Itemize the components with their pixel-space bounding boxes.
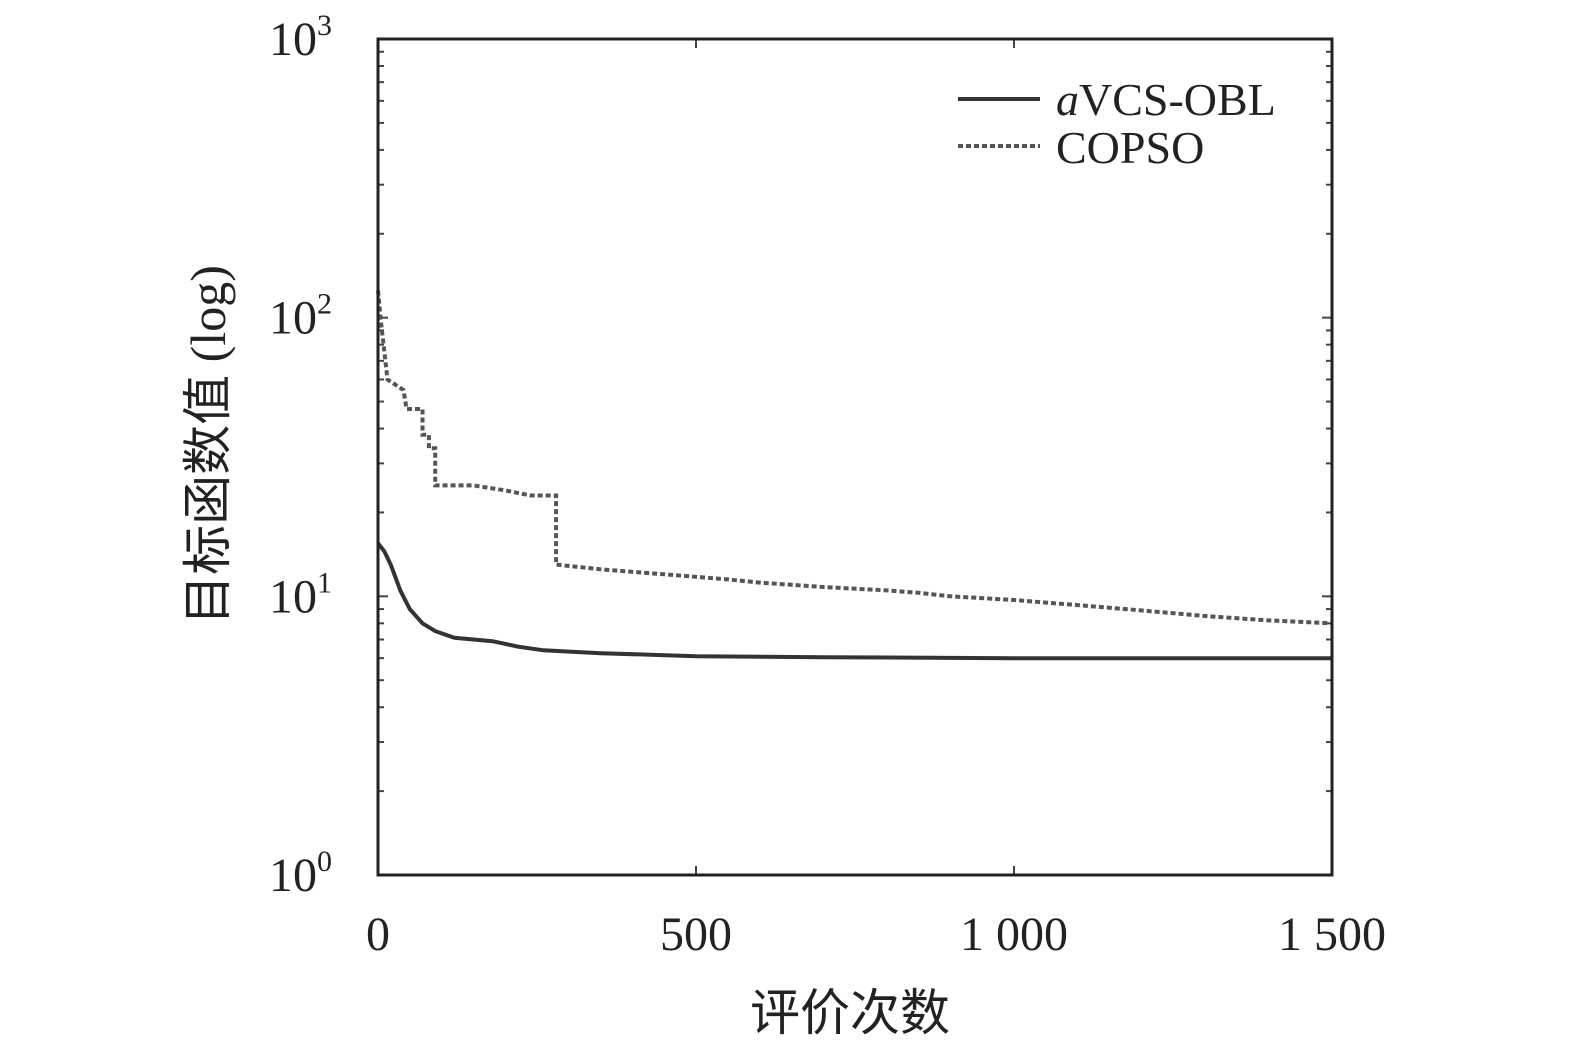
legend-label-avcs-obl-italic: a (1056, 74, 1079, 125)
legend-label-copso: COPSO (1056, 122, 1204, 173)
x-tick-label: 0 (366, 908, 390, 961)
x-tick-label: 1 500 (1278, 908, 1386, 961)
y-tick-label-base: 10 (269, 13, 317, 66)
x-tick-label: 1 000 (960, 908, 1068, 961)
y-tick-label-exponent: 3 (317, 9, 332, 42)
y-tick-label: 103 (269, 9, 332, 66)
legend-label-avcs-obl-rest: VCS-OBL (1079, 74, 1276, 125)
y-tick-label: 100 (269, 845, 332, 902)
x-tick-label: 500 (660, 908, 732, 961)
plot-frame (376, 37, 1334, 877)
x-axis-label: 评价次数 (750, 985, 950, 1041)
series-line-copso (376, 290, 1333, 626)
legend-label-avcs-obl: aVCS-OBL (1056, 74, 1276, 125)
y-tick-label-exponent: 0 (317, 845, 332, 878)
y-tick-label-base: 10 (269, 570, 317, 623)
x-tick-labels: 0 500 1 000 1 500 (366, 908, 1386, 961)
series-layer (376, 290, 1333, 661)
y-tick-label: 102 (269, 288, 332, 345)
y-tick-label-exponent: 1 (317, 566, 332, 599)
series-line-avcs-obl (376, 542, 1332, 661)
y-tick-label: 101 (269, 566, 332, 623)
legend: aVCS-OBL COPSO (958, 74, 1276, 173)
y-axis-label: 目标函数值 (log) (180, 265, 236, 625)
y-tick-label-exponent: 2 (317, 288, 332, 321)
y-tick-label-base: 10 (269, 292, 317, 345)
y-tick-label-base: 10 (269, 849, 317, 902)
